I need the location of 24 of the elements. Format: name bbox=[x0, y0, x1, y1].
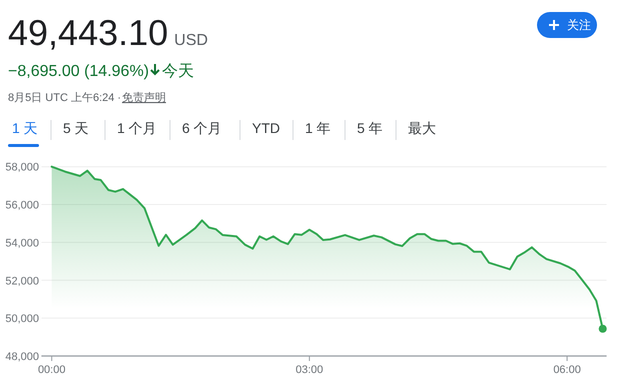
text: 今天 bbox=[162, 63, 194, 80]
text: 1 年 bbox=[305, 120, 331, 136]
x-tick-label: 03:00 bbox=[296, 364, 324, 376]
text: 1 天 bbox=[12, 120, 38, 136]
text: 6 个月 bbox=[182, 120, 222, 136]
text: 最大 bbox=[408, 120, 436, 136]
y-tick-label: 52,000 bbox=[5, 275, 39, 288]
y-tick-label: 54,000 bbox=[5, 237, 39, 250]
y-tick-label: 56,000 bbox=[5, 200, 39, 212]
text: 免责声明 bbox=[122, 91, 166, 104]
y-tick-label: 50,000 bbox=[5, 313, 39, 326]
text: 8月5日 UTC 上午6:24 · bbox=[8, 91, 122, 104]
text: 5 年 bbox=[357, 120, 383, 136]
text: −8,695.00 (14.96%) bbox=[8, 63, 149, 80]
text: 1 个月 bbox=[117, 120, 157, 136]
text: USD bbox=[174, 32, 208, 49]
y-tick-label: 48,000 bbox=[5, 351, 39, 363]
x-tick-label: 06:00 bbox=[553, 364, 581, 376]
x-tick-label: 00:00 bbox=[38, 364, 66, 376]
text: 5 天 bbox=[63, 120, 89, 136]
text: 关注 bbox=[567, 18, 591, 32]
text: YTD bbox=[252, 120, 280, 136]
chart-title: 49,443.10 bbox=[8, 12, 168, 53]
y-tick-label: 58,000 bbox=[5, 162, 39, 174]
